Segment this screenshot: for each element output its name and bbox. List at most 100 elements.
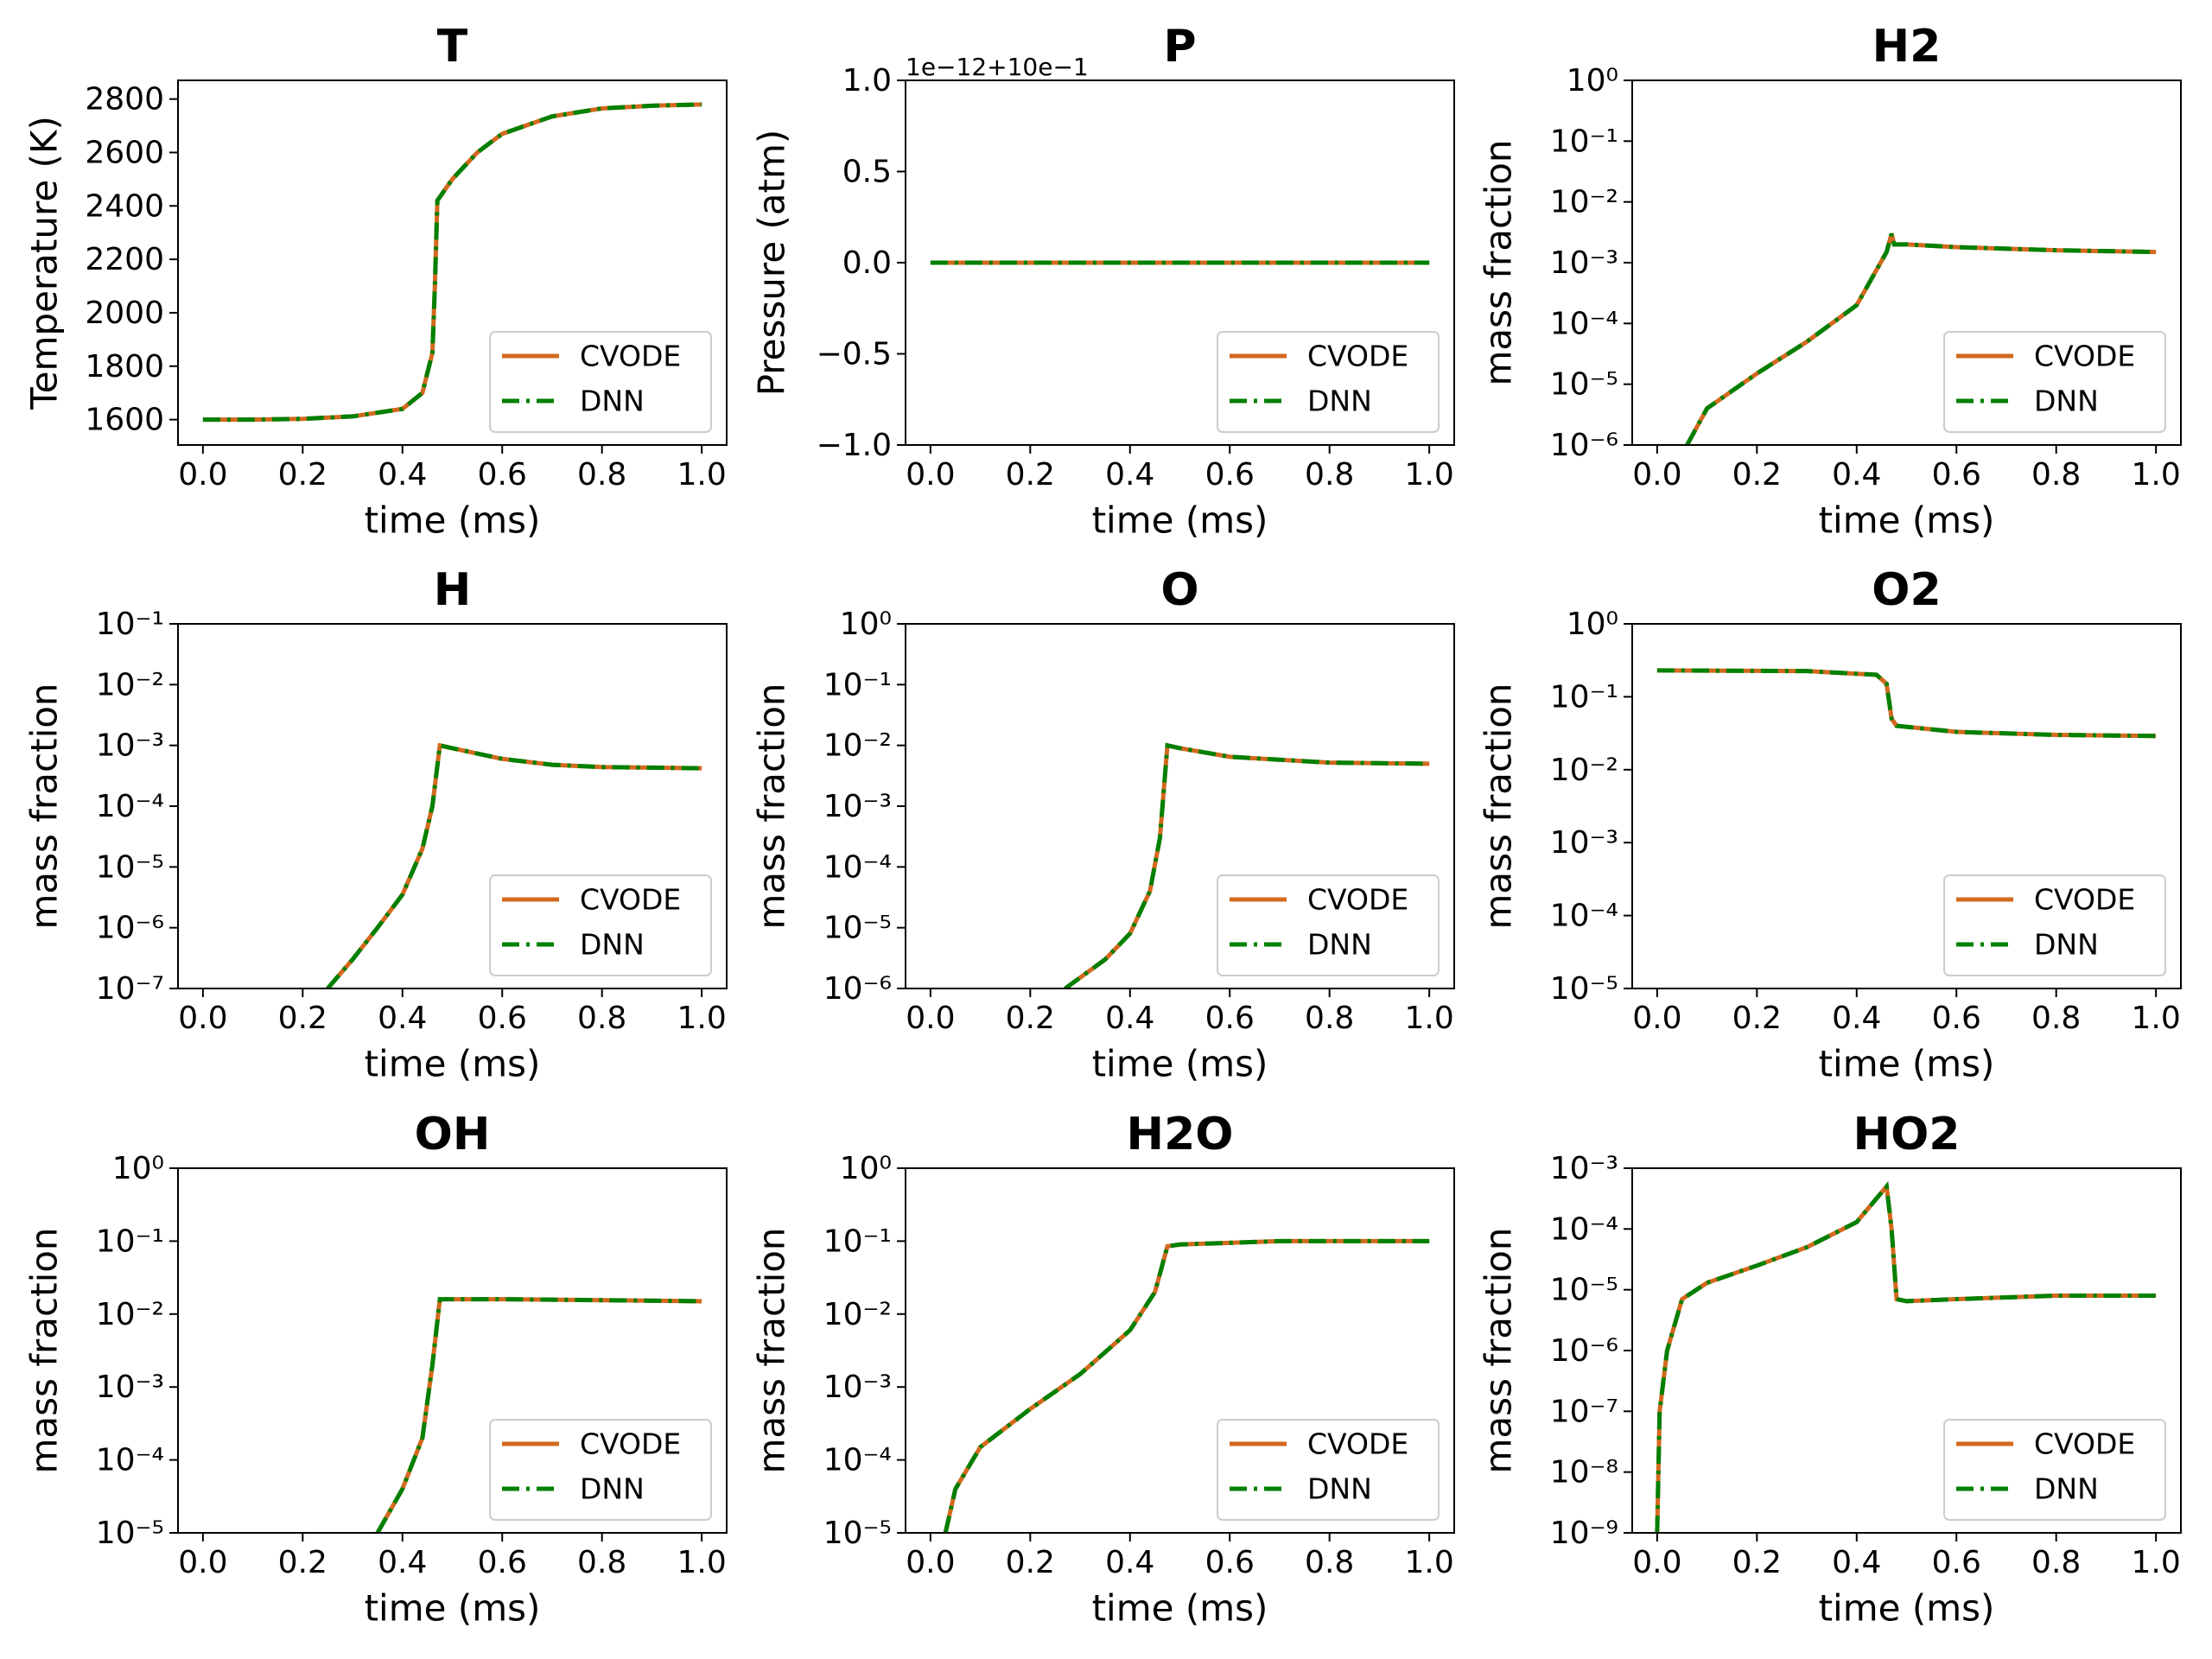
series-line bbox=[1655, 1181, 2157, 1533]
y-tick-label: 10⁻² bbox=[1550, 185, 1618, 220]
legend-label: CVODE bbox=[1307, 340, 1408, 373]
y-tick-label: 10⁻³ bbox=[1550, 1151, 1618, 1186]
x-tick-label: 0.8 bbox=[577, 1545, 626, 1580]
y-tick-label: 10⁻¹ bbox=[1550, 124, 1618, 159]
y-tick-label: 10⁻¹ bbox=[96, 607, 164, 642]
legend-label: DNN bbox=[580, 385, 645, 418]
y-tick-label: 10⁻² bbox=[1550, 753, 1618, 788]
x-tick-label: 0.8 bbox=[1305, 1545, 1354, 1580]
y-tick-label: 10⁻² bbox=[823, 1297, 892, 1332]
legend-label: DNN bbox=[2034, 928, 2099, 962]
y-tick-label: 10⁻⁷ bbox=[1550, 1394, 1618, 1429]
plot-frame bbox=[1631, 79, 2182, 446]
x-tick-label: 0.0 bbox=[1632, 457, 1681, 493]
legend-label: DNN bbox=[580, 928, 645, 962]
y-axis-label: mass fraction bbox=[751, 683, 793, 929]
x-tick-label: 0.2 bbox=[1732, 1001, 1782, 1036]
x-tick-label: 0.6 bbox=[1205, 457, 1255, 493]
subplot-title: O bbox=[1160, 564, 1198, 616]
x-tick-label: 1.0 bbox=[677, 1545, 727, 1580]
x-tick-label: 0.2 bbox=[278, 1001, 327, 1036]
legend-label: DNN bbox=[1307, 385, 1372, 418]
y-tick-label: 10⁻⁶ bbox=[1550, 428, 1618, 463]
x-tick-label: 0.4 bbox=[1832, 457, 1881, 493]
series-line bbox=[1685, 232, 2157, 445]
y-tick-label: 10⁻² bbox=[96, 1297, 164, 1332]
x-tick-label: 0.4 bbox=[1832, 1001, 1881, 1036]
series-line bbox=[202, 102, 702, 423]
y-tick-label: 10⁻³ bbox=[823, 789, 892, 824]
x-tick-label: 0.0 bbox=[906, 1545, 955, 1580]
subplot: 0.0 0.2 0.4 0.6 0.8 1.0 10⁻⁵ 10⁻⁴ 10⁻³ 10⁻² 10⁻¹ 10… bbox=[1478, 564, 2182, 1085]
x-tick-label: 0.8 bbox=[2031, 1001, 2081, 1036]
legend-label: DNN bbox=[1307, 928, 1372, 962]
legend: CVODE DNN bbox=[1943, 1419, 2166, 1521]
x-tick-label: 0.4 bbox=[378, 457, 427, 493]
y-tick-label: 10⁻⁵ bbox=[96, 849, 164, 885]
x-tick-label: 0.2 bbox=[278, 457, 327, 493]
y-tick-label: 10⁻⁴ bbox=[823, 849, 892, 885]
x-tick-label: 1.0 bbox=[677, 1001, 727, 1036]
y-tick-label: 10⁰ bbox=[840, 607, 892, 642]
y-tick-label: 10⁻³ bbox=[1550, 245, 1618, 281]
x-tick-label: 0.6 bbox=[478, 1001, 527, 1036]
y-axis-label: mass fraction bbox=[1478, 139, 1520, 385]
x-tick-label: 0.2 bbox=[1732, 1545, 1782, 1580]
x-tick-label: 0.4 bbox=[1832, 1545, 1881, 1580]
series-line bbox=[1064, 742, 1430, 988]
x-axis-label: time (ms) bbox=[1092, 1043, 1268, 1085]
subplot-title: OH bbox=[415, 1109, 491, 1160]
series-line bbox=[375, 1297, 702, 1533]
plot-frame bbox=[177, 1167, 728, 1534]
legend: CVODE DNN bbox=[489, 874, 712, 976]
y-tick-label: 10⁻⁵ bbox=[1550, 1273, 1618, 1308]
x-axis-label: time (ms) bbox=[1819, 499, 1995, 542]
x-tick-label: 0.4 bbox=[378, 1545, 427, 1580]
subplot: 0.0 0.2 0.4 0.6 0.8 1.0 1600 1800 2000 2200 2400 26… bbox=[23, 21, 728, 542]
x-tick-label: 0.4 bbox=[1105, 1001, 1154, 1036]
plot-frame bbox=[177, 79, 728, 446]
legend: CVODE DNN bbox=[1943, 331, 2166, 433]
y-tick-label: 2000 bbox=[85, 296, 164, 331]
y-tick-label: 10⁻² bbox=[823, 728, 892, 764]
series-line bbox=[943, 1238, 1430, 1533]
legend-label: DNN bbox=[1307, 1472, 1372, 1506]
legend-label: CVODE bbox=[2034, 883, 2135, 917]
x-tick-label: 0.6 bbox=[1932, 457, 1981, 493]
x-tick-label: 0.8 bbox=[1305, 1001, 1354, 1036]
y-tick-label: 10⁰ bbox=[840, 1151, 892, 1186]
y-tick-label: 10⁻⁶ bbox=[1550, 1333, 1618, 1369]
subplot: 0.0 0.2 0.4 0.6 0.8 1.0 10⁻⁵ 10⁻⁴ 10⁻³ 10⁻² 10⁻¹ 10… bbox=[23, 1109, 728, 1630]
legend-label: CVODE bbox=[1307, 883, 1408, 917]
y-tick-label: 10⁻⁵ bbox=[96, 1516, 164, 1551]
y-tick-label: 10⁰ bbox=[1567, 63, 1618, 99]
x-axis-label: time (ms) bbox=[1092, 1587, 1268, 1630]
y-tick-label: 2200 bbox=[85, 242, 164, 277]
legend-label: DNN bbox=[2034, 1472, 2099, 1506]
subplot-title: O2 bbox=[1872, 564, 1941, 616]
subplot-title: H2O bbox=[1127, 1109, 1234, 1160]
y-tick-label: 10⁰ bbox=[112, 1151, 164, 1186]
y-tick-label: 10⁻⁶ bbox=[96, 911, 164, 946]
y-tick-label: 10⁻⁶ bbox=[823, 971, 892, 1007]
y-tick-label: 10⁻⁴ bbox=[1550, 306, 1618, 341]
y-tick-label: 10⁻⁹ bbox=[1550, 1516, 1618, 1551]
legend: CVODE DNN bbox=[489, 331, 712, 433]
y-tick-label: 10⁻¹ bbox=[823, 1224, 892, 1259]
y-tick-label: 2400 bbox=[85, 188, 164, 224]
x-tick-label: 0.4 bbox=[1105, 1545, 1154, 1580]
plot-frame bbox=[1631, 1167, 2182, 1534]
x-tick-label: 0.6 bbox=[478, 1545, 527, 1580]
x-tick-label: 1.0 bbox=[677, 457, 727, 493]
legend-label: CVODE bbox=[2034, 340, 2135, 373]
y-axis-label: mass fraction bbox=[1478, 1227, 1520, 1473]
y-tick-label: 10⁻⁵ bbox=[823, 1516, 892, 1551]
y-tick-label: 1.0 bbox=[842, 63, 892, 99]
x-tick-label: 0.6 bbox=[1205, 1001, 1255, 1036]
subplot: 0.0 0.2 0.4 0.6 0.8 1.0 10⁻⁷ 10⁻⁶ 10⁻⁵ 10⁻⁴ 10⁻³ 10… bbox=[23, 564, 728, 1085]
legend: CVODE DNN bbox=[1217, 1419, 1440, 1521]
legend-label: CVODE bbox=[580, 340, 681, 373]
y-axis-label: mass fraction bbox=[1478, 683, 1520, 929]
plot-frame bbox=[177, 623, 728, 989]
